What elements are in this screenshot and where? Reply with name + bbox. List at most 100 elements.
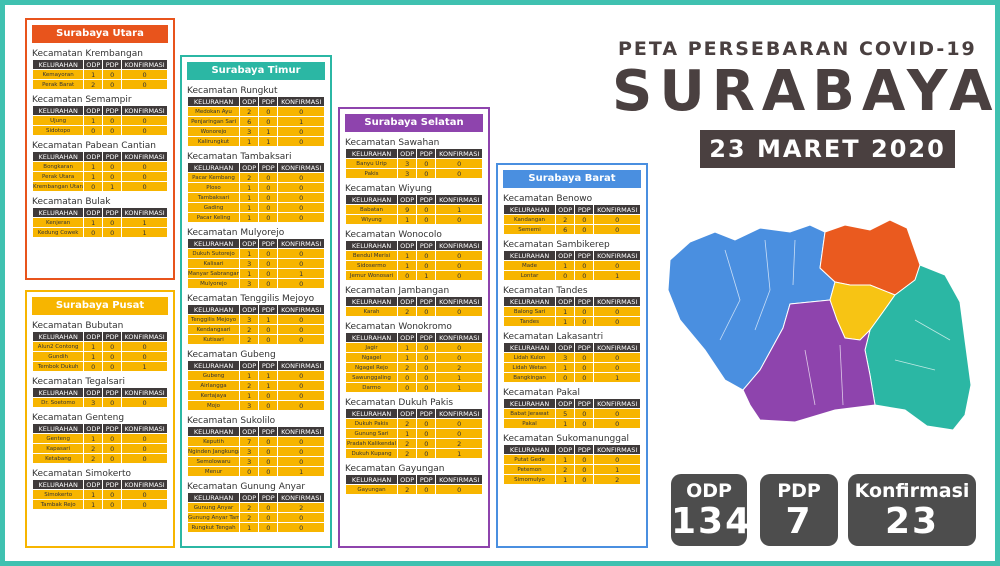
count-cell: 2	[83, 443, 104, 454]
column-header: KELURAHAN	[502, 398, 557, 409]
table-row: Mojo 3 0 0	[186, 400, 325, 411]
kelurahan-cell: Bendul Merisi	[344, 250, 399, 261]
count-cell: 3	[239, 258, 260, 269]
count-cell: 0	[416, 342, 437, 353]
count-cell: 9	[397, 204, 418, 215]
column-header: ODP	[239, 304, 260, 315]
column-header: ODP	[239, 238, 260, 249]
column-header: ODP	[83, 479, 104, 490]
count-cell: 0	[102, 115, 123, 126]
column-header: ODP	[555, 398, 576, 409]
table-row: Semolowaru 3 0 0	[186, 456, 325, 467]
column-header: KELURAHAN	[344, 194, 399, 205]
count-cell: 7	[239, 436, 260, 447]
count-cell: 0	[593, 224, 641, 235]
table-row: Kemayoran 1 0 0	[31, 69, 168, 80]
kecamatan-table: KELURAHAN ODP PDP KONFIRMASI Banyu Urip 3 0 0 Pa…	[344, 148, 483, 179]
kelurahan-cell: Bangkingan	[502, 372, 557, 383]
kelurahan-cell: Penjaringan Sari	[186, 116, 241, 127]
count-cell: 2	[397, 438, 418, 449]
table-row: Lidah Kulon 3 0 0	[502, 352, 641, 363]
table-row: Gading 1 0 0	[186, 202, 325, 213]
table-row: Dukuh Sutorejo 1 0 0	[186, 248, 325, 259]
table-header-row: KELURAHAN ODP PDP KONFIRMASI	[344, 332, 483, 343]
kelurahan-cell: Alun2 Contong	[31, 341, 85, 352]
column-header: PDP	[102, 59, 123, 70]
kelurahan-cell: Tembok Dukuh	[31, 361, 85, 372]
count-cell: 2	[593, 474, 641, 485]
table-row: Wonorejo 3 1 0	[186, 126, 325, 137]
kelurahan-cell: Semolowaru	[186, 456, 241, 467]
column-header: PDP	[102, 331, 123, 342]
kecamatan-table: KELURAHAN ODP PDP KONFIRMASI Jagir 1 0 0 Ngagel 1…	[344, 332, 483, 393]
region-title: Surabaya Utara	[32, 25, 168, 43]
column-header: PDP	[574, 398, 595, 409]
kecamatan-name: Kecamatan Semampir	[32, 95, 132, 105]
kelurahan-cell: Kenjeran	[31, 217, 85, 228]
kecamatan-table: KELURAHAN ODP PDP KONFIRMASI Bongkaran 1 0 0 Per…	[31, 151, 168, 192]
count-cell: 1	[239, 390, 260, 401]
table-row: Sawunggaling 0 0 1	[344, 372, 483, 383]
table-header-row: KELURAHAN ODP PDP KONFIRMASI	[31, 479, 168, 490]
kelurahan-cell: Tambak Rejo	[31, 499, 85, 510]
count-cell: 6	[239, 116, 260, 127]
table-row: Menur 0 0 1	[186, 466, 325, 477]
kecamatan-name: Kecamatan Simokerto	[32, 469, 131, 479]
column-header: KONFIRMASI	[593, 296, 641, 307]
kecamatan-block: Kecamatan Wonokromo KELURAHAN ODP PDP KONFIR…	[344, 322, 483, 393]
kecamatan-block: Kecamatan Sukomanunggal KELURAHAN ODP PDP KO…	[502, 434, 641, 485]
column-header: KONFIRMASI	[435, 408, 483, 419]
table-row: Banyu Urip 3 0 0	[344, 158, 483, 169]
count-cell: 6	[555, 224, 576, 235]
count-cell: 0	[574, 316, 595, 327]
count-cell: 1	[555, 260, 576, 271]
count-cell: 0	[277, 258, 325, 269]
count-cell: 2	[239, 324, 260, 335]
count-cell: 0	[277, 172, 325, 183]
column-header: KONFIRMASI	[593, 204, 641, 215]
odp-total-label: ODP	[686, 480, 732, 502]
table-row: Kenjeran 1 0 1	[31, 217, 168, 228]
kecamatan-name: Kecamatan Sukolilo	[187, 416, 276, 426]
table-header-row: KELURAHAN ODP PDP KONFIRMASI	[31, 151, 168, 162]
kelurahan-cell: Simomulyo	[502, 474, 557, 485]
count-cell: 0	[121, 115, 168, 126]
count-cell: 1	[397, 214, 418, 225]
column-header: KELURAHAN	[502, 342, 557, 353]
table-row: Putat Gede 1 0 0	[502, 454, 641, 465]
table-row: Lontar 0 0 1	[502, 270, 641, 281]
table-row: Ujung 1 0 0	[31, 115, 168, 126]
column-header: ODP	[239, 96, 260, 107]
kelurahan-cell: Lontar	[502, 270, 557, 281]
kelurahan-cell: Gayungan	[344, 484, 399, 495]
count-cell: 0	[258, 172, 279, 183]
count-cell: 0	[435, 270, 483, 281]
table-row: Mulyorejo 3 0 0	[186, 278, 325, 289]
count-cell: 1	[258, 136, 279, 147]
kecamatan-name: Kecamatan Gunung Anyar	[187, 482, 306, 492]
count-cell: 0	[435, 418, 483, 429]
kecamatan-block: Kecamatan Simokerto KELURAHAN ODP PDP KONFIR…	[31, 469, 168, 510]
kecamatan-block: Kecamatan Sukolilo KELURAHAN ODP PDP KONFIRM…	[186, 416, 325, 477]
table-header-row: KELURAHAN ODP PDP KONFIRMASI	[31, 105, 168, 116]
kecamatan-table: KELURAHAN ODP PDP KONFIRMASI Bendul Merisi 1 0…	[344, 240, 483, 281]
kecamatan-table: KELURAHAN ODP PDP KONFIRMASI Putat Gede 1 0 0 Pe…	[502, 444, 641, 485]
kelurahan-cell: Mojo	[186, 400, 241, 411]
column-header: KELURAHAN	[31, 59, 85, 70]
count-cell: 1	[102, 181, 123, 192]
kelurahan-cell: Gunung Sari	[344, 428, 399, 439]
column-header: ODP	[397, 296, 418, 307]
count-cell: 0	[102, 217, 123, 228]
count-cell: 1	[555, 306, 576, 317]
count-cell: 0	[102, 433, 123, 444]
count-cell: 0	[258, 334, 279, 345]
kecamatan-name: Kecamatan Sukomanunggal	[503, 434, 629, 444]
count-cell: 0	[593, 362, 641, 373]
kelurahan-cell: Sawunggaling	[344, 372, 399, 383]
kelurahan-cell: Ngagel	[344, 352, 399, 363]
count-cell: 0	[593, 306, 641, 317]
column-header: KONFIRMASI	[121, 151, 168, 162]
count-cell: 0	[416, 204, 437, 215]
count-cell: 0	[277, 314, 325, 325]
count-cell: 1	[277, 116, 325, 127]
